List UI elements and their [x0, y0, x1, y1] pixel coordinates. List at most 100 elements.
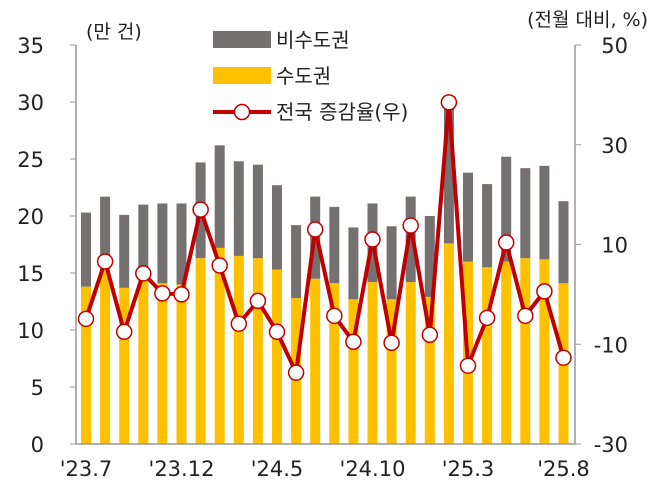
legend-label-national: 전국 증감율(우) — [276, 100, 408, 124]
bar-non-capital — [81, 212, 91, 287]
bar-non-capital — [291, 225, 302, 299]
left-tick-label: 30 — [17, 91, 44, 115]
bar-non-capital — [214, 145, 225, 248]
national-change-point — [249, 292, 267, 310]
left-tick-label: 25 — [17, 148, 44, 172]
national-change-point — [77, 310, 95, 328]
legend-label-non-capital: 비수도권 — [276, 28, 350, 52]
national-change-point — [497, 234, 515, 251]
bar-capital — [100, 269, 111, 444]
bar-non-capital — [100, 196, 111, 270]
bar-non-capital — [233, 161, 244, 256]
bar-non-capital — [272, 185, 282, 270]
bar-non-capital — [157, 203, 168, 284]
national-change-point — [421, 326, 439, 344]
left-tick-label: 10 — [17, 319, 44, 343]
bar-non-capital — [520, 168, 531, 259]
national-change-point — [383, 334, 400, 352]
bar-capital — [272, 269, 282, 444]
bar-non-capital — [119, 214, 130, 288]
national-change-point — [555, 349, 572, 366]
national-change-point — [459, 357, 477, 374]
national-change-point — [287, 364, 305, 381]
bar-non-capital — [424, 216, 435, 297]
bar-non-capital — [463, 172, 473, 262]
national-change-point — [268, 323, 286, 341]
bar-non-capital — [348, 227, 359, 300]
left-unit-label: (만 건) — [86, 21, 142, 43]
national-change-point — [326, 307, 343, 325]
bar-non-capital — [501, 156, 512, 262]
ticks-layer: 0 5 10 15 20 25 30 35 -30 -10 10 30 50 '23.7 '23.12 '24… — [17, 34, 628, 481]
left-tick-label: 35 — [17, 34, 44, 58]
national-change-point — [478, 309, 496, 327]
right-unit-label: (전월 대비, %) — [527, 9, 648, 31]
bar-capital — [348, 299, 359, 444]
bar-capital — [233, 255, 244, 444]
x-tick-label: '23.7 — [60, 457, 113, 481]
bar-capital — [539, 259, 550, 444]
national-change-point — [192, 201, 209, 218]
bar-capital — [501, 261, 512, 444]
bar-capital — [424, 296, 435, 444]
x-tick-label: '24.10 — [340, 457, 406, 481]
bar-capital — [405, 282, 416, 444]
bar-non-capital — [558, 201, 569, 284]
bar-capital — [157, 283, 168, 444]
bar-capital — [214, 247, 225, 444]
national-change-point — [345, 333, 362, 351]
national-change-point — [402, 217, 419, 234]
bar-non-capital — [539, 165, 550, 260]
national-change-point — [135, 265, 152, 282]
x-tick-label: '25.3 — [442, 457, 495, 481]
bar-capital — [176, 284, 187, 444]
right-tick-label: 30 — [601, 134, 628, 158]
national-change-point — [517, 307, 534, 325]
bar-capital — [520, 258, 531, 444]
bar-non-capital — [138, 204, 149, 279]
legend-label-capital: 수도권 — [276, 64, 331, 88]
bar-non-capital — [176, 203, 187, 285]
national-change-point — [154, 285, 171, 302]
bar-capital — [252, 258, 263, 444]
bar-non-capital — [329, 206, 340, 284]
bar-capital — [482, 267, 493, 444]
bar-non-capital — [405, 196, 416, 283]
x-tick-label: '25.8 — [537, 457, 590, 481]
legend: 비수도권 수도권 전국 증감율(우) — [213, 28, 408, 124]
national-change-point — [536, 283, 553, 300]
national-change-point — [173, 286, 190, 303]
right-tick-label: 10 — [601, 234, 628, 258]
bar-non-capital — [482, 184, 493, 268]
bar-capital — [443, 243, 454, 444]
national-change-point — [115, 323, 133, 341]
bar-capital — [119, 287, 130, 444]
left-tick-label: 15 — [17, 262, 44, 286]
right-tick-label: -30 — [594, 433, 628, 457]
bar-capital — [81, 286, 91, 444]
legend-swatch-non-capital — [213, 31, 271, 48]
left-tick-label: 0 — [31, 433, 44, 457]
bar-capital — [386, 299, 397, 444]
line-layer — [77, 94, 572, 381]
right-tick-label: 50 — [601, 34, 628, 58]
bar-capital — [310, 278, 321, 444]
bar-capital — [367, 282, 378, 444]
left-tick-label: 5 — [31, 376, 44, 400]
right-tick-label: -10 — [594, 333, 628, 357]
bar-capital — [329, 283, 340, 444]
bar-non-capital — [252, 164, 263, 259]
left-tick-label: 20 — [17, 205, 44, 229]
legend-marker-national — [233, 103, 251, 121]
legend-swatch-capital — [213, 67, 271, 84]
national-change-point — [306, 221, 324, 238]
x-tick-label: '24.5 — [251, 457, 304, 481]
bar-capital — [138, 278, 149, 444]
national-change-point — [211, 257, 228, 274]
national-change-point — [96, 253, 114, 270]
x-tick-label: '23.12 — [149, 457, 215, 481]
national-change-point — [230, 315, 248, 333]
bar-capital — [195, 258, 206, 444]
national-change-point — [364, 231, 381, 248]
